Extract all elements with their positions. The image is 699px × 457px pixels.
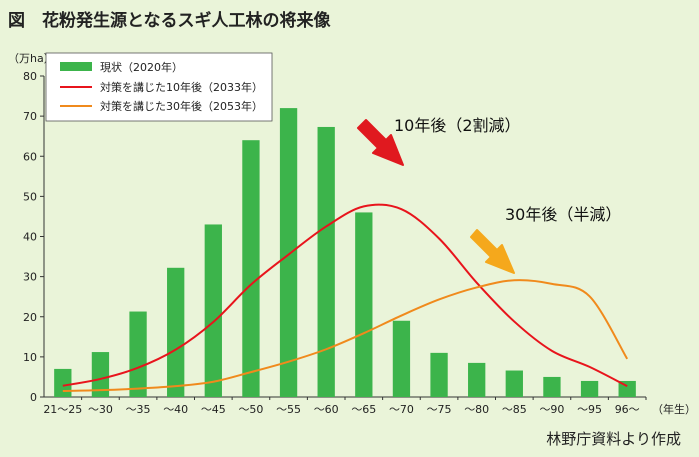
legend: 現状（2020年） 対策を講じた10年後（2033年） 対策を講じた30年後（2… <box>45 52 273 122</box>
y-tick-label: 70 <box>23 110 37 123</box>
bar <box>505 370 523 397</box>
chart-title: 図 花粉発生源となるスギ人工林の将来像 <box>8 11 331 31</box>
arrow-30y-icon <box>470 229 515 274</box>
source-note: 林野庁資料より作成 <box>546 430 681 448</box>
bar <box>543 376 561 397</box>
bar <box>54 368 72 397</box>
x-tick-label: ～75 <box>427 403 452 416</box>
y-tick-label: 60 <box>23 150 37 163</box>
x-tick-label: ～45 <box>201 403 226 416</box>
bar <box>430 352 448 397</box>
annotation-30y: 30年後（半減） <box>505 205 621 224</box>
x-tick-label: ～55 <box>276 403 301 416</box>
legend-label-30y: 対策を講じた30年後（2053年） <box>100 99 263 113</box>
x-tick-label: ～95 <box>577 403 602 416</box>
y-tick-label: 50 <box>23 190 37 203</box>
bar <box>468 362 486 397</box>
bar <box>355 212 373 397</box>
y-tick-label: 20 <box>23 311 37 324</box>
x-tick-label: ～60 <box>314 403 339 416</box>
x-tick-label: ～30 <box>88 403 113 416</box>
y-tick-label: 10 <box>23 351 37 364</box>
x-tick-label: 21～25 <box>43 403 82 416</box>
y-tick-label: 0 <box>30 391 37 404</box>
legend-label-bar: 現状（2020年） <box>100 60 183 74</box>
arrow-10y-icon <box>357 119 404 166</box>
bar <box>317 126 335 398</box>
annotation-10y: 10年後（2割減） <box>394 116 521 135</box>
x-axis-label: （年生） <box>652 402 696 416</box>
y-tick-label: 30 <box>23 271 37 284</box>
x-tick-label: ～80 <box>464 403 489 416</box>
x-tick-label: ～90 <box>539 403 564 416</box>
line-10y <box>62 203 628 388</box>
bar <box>167 267 185 397</box>
x-tick-label: ～65 <box>351 403 376 416</box>
legend-swatch-bar <box>60 62 92 71</box>
annotations: 10年後（2割減） 30年後（半減） <box>357 116 621 274</box>
bar-series <box>54 108 636 398</box>
bar <box>279 108 298 397</box>
line-30y <box>62 279 629 392</box>
bar <box>580 380 599 397</box>
x-tick-label: ～70 <box>389 403 414 416</box>
x-tick-label: ～50 <box>238 403 263 416</box>
bar <box>392 320 411 397</box>
bar <box>204 224 222 397</box>
legend-label-10y: 対策を講じた10年後（2033年） <box>100 80 263 94</box>
x-tick-label: ～85 <box>502 403 527 416</box>
axes: 0 10 20 30 40 50 60 70 80 （万ha） 21～25 ～30 ～35 ～40 ～45 ～… <box>8 52 696 416</box>
bar <box>129 311 147 397</box>
bar <box>91 352 110 397</box>
y-axis-label: （万ha） <box>8 52 55 65</box>
x-tick-label: ～35 <box>126 403 151 416</box>
x-tick-label: ～40 <box>163 403 188 416</box>
y-tick-label: 40 <box>23 231 37 244</box>
bar <box>242 140 260 397</box>
line-series <box>62 203 629 392</box>
x-tick-label: 96～ <box>615 403 640 416</box>
y-tick-label: 80 <box>23 70 37 83</box>
